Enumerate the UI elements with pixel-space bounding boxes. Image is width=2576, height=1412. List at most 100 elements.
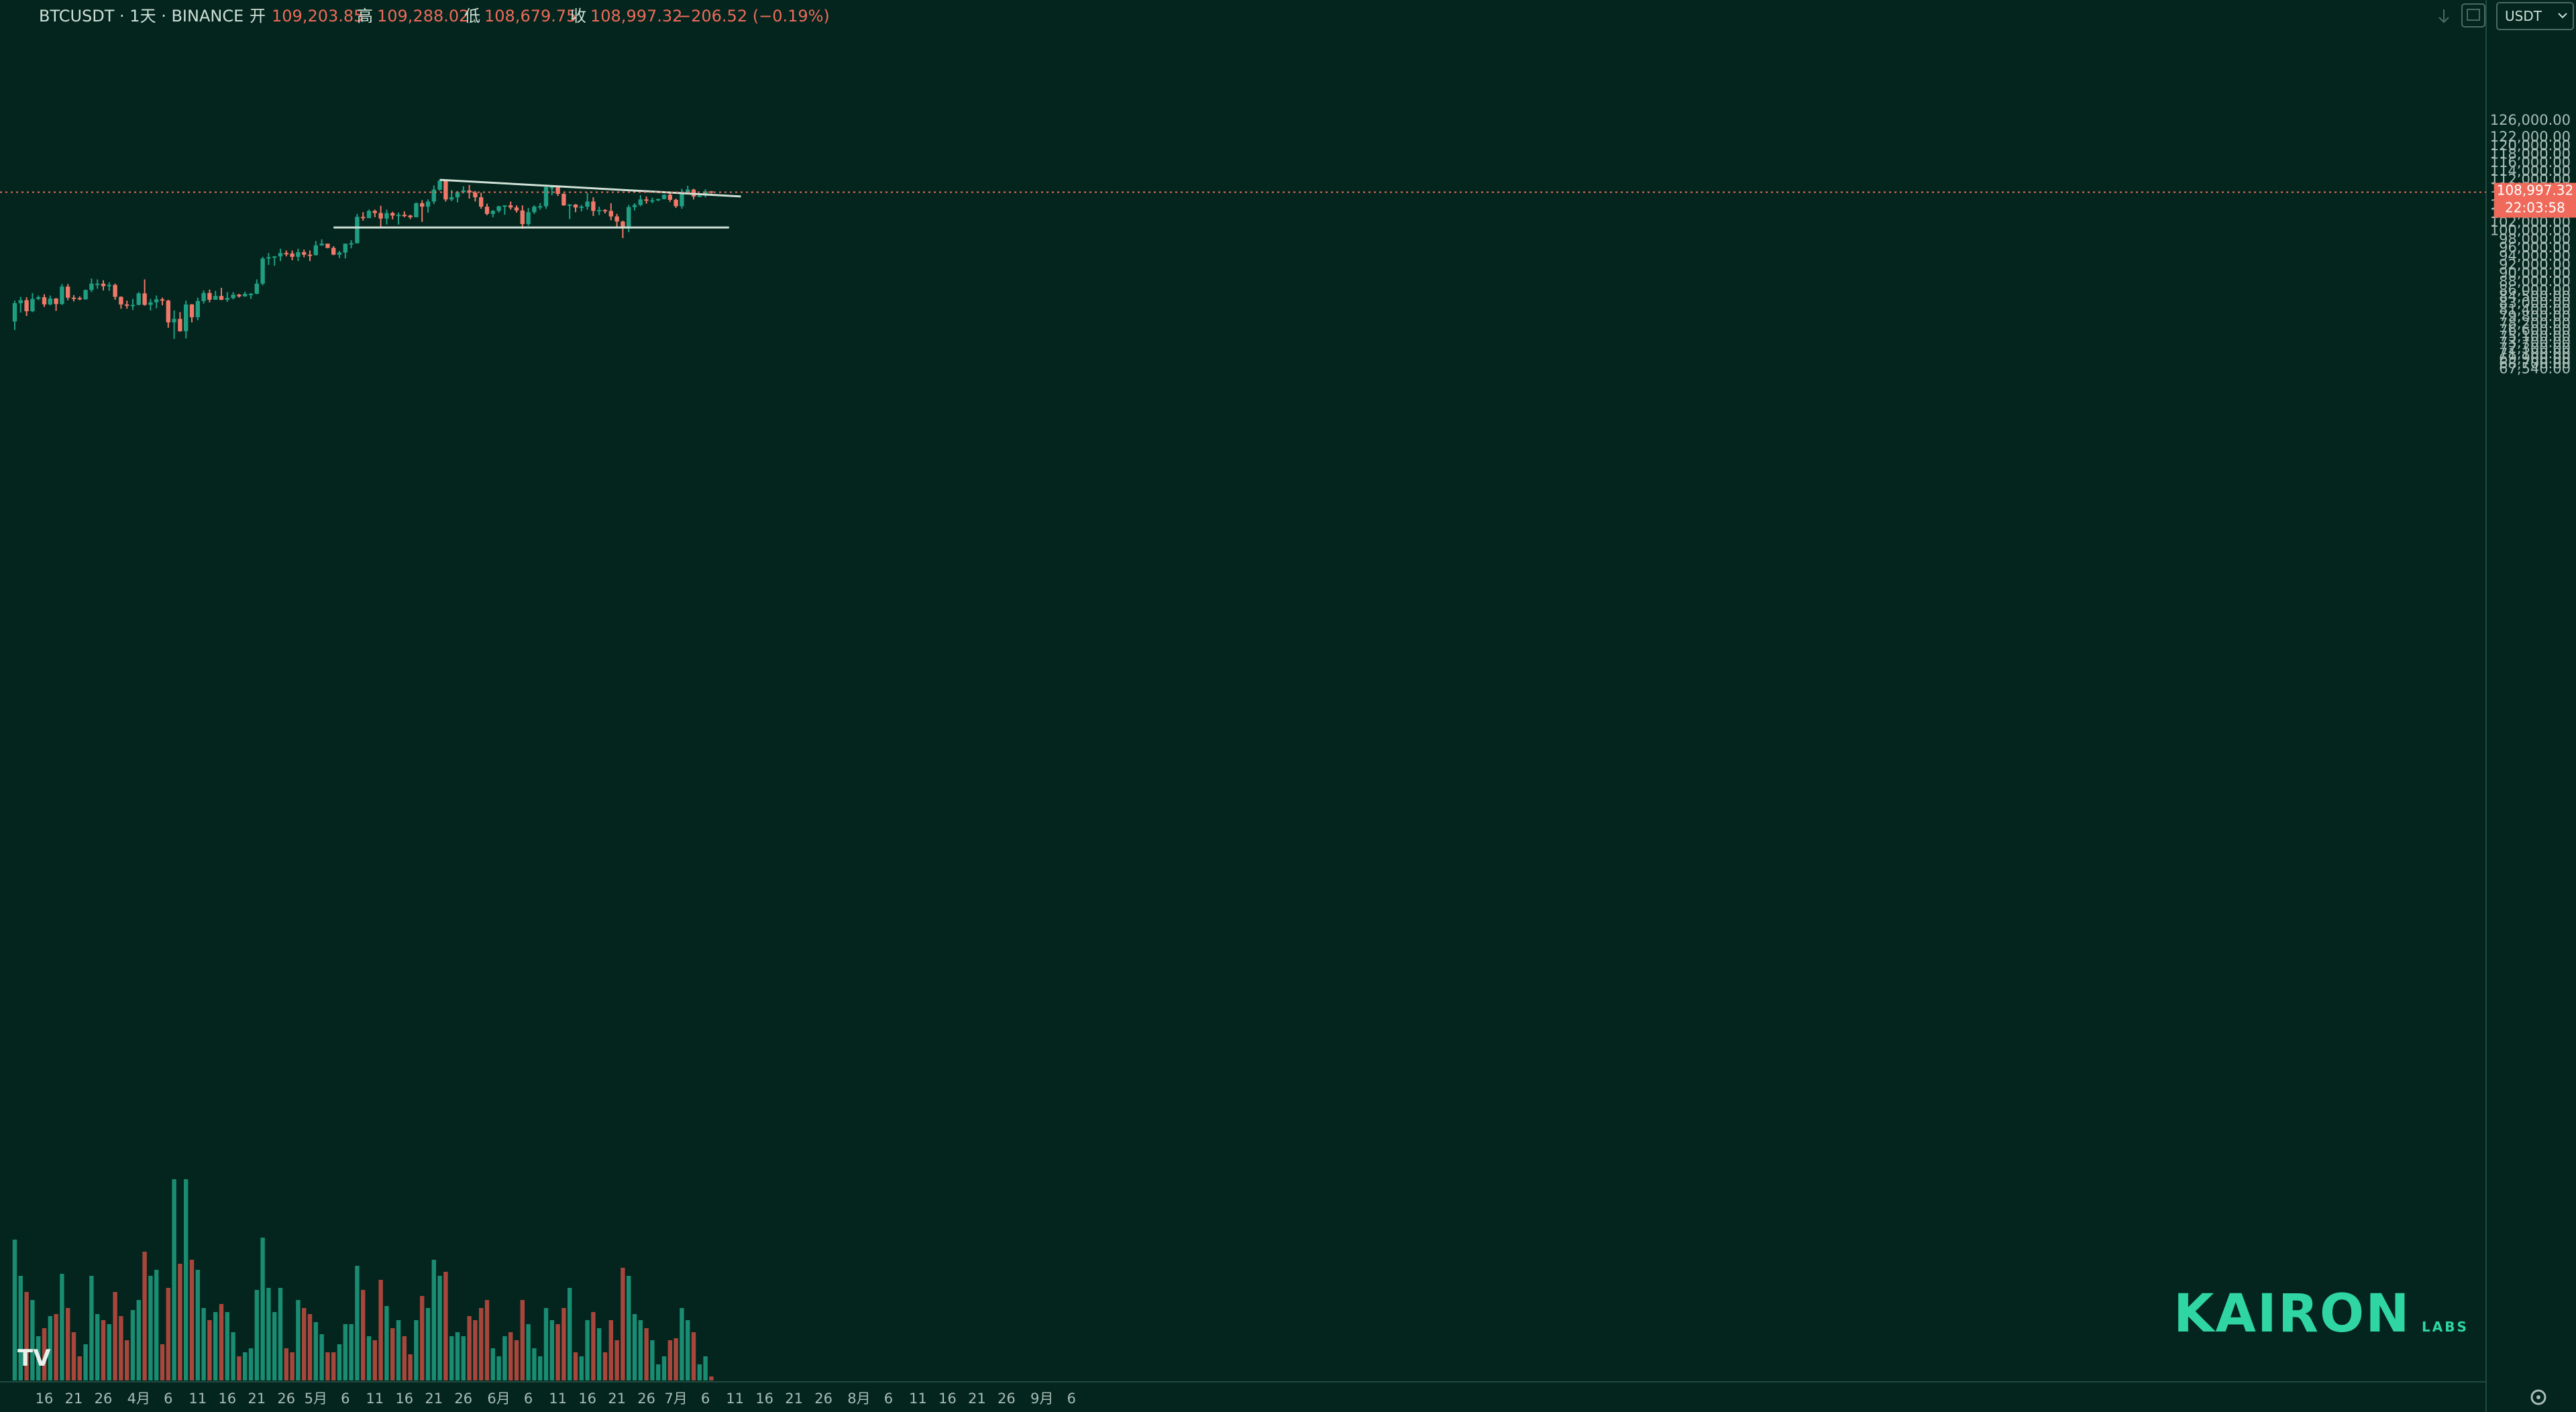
- candle[interactable]: [248, 292, 254, 299]
- candle[interactable]: [396, 212, 401, 225]
- candle[interactable]: [638, 195, 643, 207]
- candle[interactable]: [561, 193, 566, 206]
- candle[interactable]: [479, 193, 484, 209]
- candle[interactable]: [697, 195, 702, 198]
- candle[interactable]: [325, 243, 330, 249]
- candle[interactable]: [119, 296, 123, 309]
- candle[interactable]: [591, 197, 596, 217]
- candle[interactable]: [573, 204, 578, 213]
- candle[interactable]: [148, 298, 153, 311]
- gear-icon[interactable]: [2530, 1389, 2546, 1405]
- candle[interactable]: [213, 290, 218, 300]
- candle[interactable]: [184, 301, 189, 339]
- candle[interactable]: [650, 197, 655, 203]
- candle[interactable]: [390, 211, 395, 220]
- candle[interactable]: [597, 207, 602, 215]
- candle[interactable]: [402, 211, 407, 217]
- candle[interactable]: [83, 289, 88, 300]
- candle[interactable]: [107, 282, 111, 291]
- candle[interactable]: [331, 246, 336, 256]
- layout-icon[interactable]: [2461, 3, 2485, 28]
- candle[interactable]: [278, 248, 283, 262]
- candle[interactable]: [231, 292, 235, 300]
- candle[interactable]: [431, 185, 436, 205]
- candle[interactable]: [496, 205, 501, 213]
- candle[interactable]: [313, 241, 318, 256]
- candle[interactable]: [502, 205, 507, 215]
- candle[interactable]: [656, 199, 661, 201]
- candle[interactable]: [60, 284, 64, 305]
- candle[interactable]: [42, 294, 47, 307]
- candle[interactable]: [160, 297, 165, 306]
- candle[interactable]: [296, 248, 301, 262]
- candle[interactable]: [467, 184, 472, 199]
- candle[interactable]: [602, 209, 608, 214]
- candle[interactable]: [621, 220, 625, 238]
- candle[interactable]: [349, 240, 354, 249]
- trendline-layer[interactable]: [333, 178, 741, 229]
- candle[interactable]: [343, 243, 347, 259]
- candle[interactable]: [195, 297, 200, 321]
- candle[interactable]: [579, 205, 584, 212]
- candle[interactable]: [95, 279, 100, 289]
- candle[interactable]: [514, 205, 519, 213]
- candle[interactable]: [254, 279, 259, 294]
- candle[interactable]: [384, 209, 389, 225]
- candle[interactable]: [378, 205, 383, 228]
- candle[interactable]: [290, 250, 294, 260]
- candle[interactable]: [490, 210, 495, 217]
- candle[interactable]: [178, 312, 182, 332]
- candle[interactable]: [437, 180, 442, 191]
- trendline[interactable]: [439, 178, 741, 198]
- candle[interactable]: [71, 294, 76, 302]
- candle[interactable]: [585, 193, 590, 210]
- candle[interactable]: [703, 189, 708, 198]
- candle[interactable]: [667, 193, 672, 203]
- price-axis[interactable]: 126,000.00122,000.00120,000.00118,000.00…: [2490, 112, 2571, 377]
- candle[interactable]: [538, 203, 543, 210]
- candle[interactable]: [337, 251, 342, 258]
- candle[interactable]: [543, 186, 549, 209]
- candle[interactable]: [101, 280, 106, 290]
- currency-selector[interactable]: USDT: [2496, 2, 2574, 30]
- candle[interactable]: [526, 207, 531, 226]
- candle[interactable]: [520, 205, 525, 229]
- candle[interactable]: [614, 213, 619, 227]
- candle[interactable]: [508, 201, 513, 210]
- candle[interactable]: [189, 304, 195, 323]
- candle[interactable]: [361, 212, 366, 221]
- candle[interactable]: [54, 298, 58, 311]
- candle[interactable]: [484, 203, 490, 215]
- candle[interactable]: [319, 239, 324, 246]
- candle[interactable]: [568, 204, 572, 219]
- candle[interactable]: [18, 296, 23, 313]
- candle[interactable]: [302, 250, 307, 258]
- candle[interactable]: [266, 253, 271, 265]
- candle[interactable]: [473, 191, 478, 202]
- candle[interactable]: [24, 297, 29, 316]
- candle[interactable]: [644, 196, 649, 204]
- candle[interactable]: [89, 278, 94, 292]
- candle[interactable]: [207, 289, 212, 303]
- candle[interactable]: [260, 256, 265, 286]
- candle[interactable]: [532, 205, 537, 214]
- candle[interactable]: [608, 203, 613, 221]
- candle[interactable]: [166, 299, 170, 328]
- candle[interactable]: [12, 301, 17, 330]
- candle[interactable]: [154, 295, 159, 309]
- candle[interactable]: [709, 191, 714, 194]
- candle[interactable]: [225, 292, 229, 303]
- candle[interactable]: [36, 295, 41, 301]
- candle[interactable]: [284, 250, 288, 257]
- candle[interactable]: [30, 292, 35, 313]
- candle[interactable]: [219, 288, 224, 301]
- candle[interactable]: [201, 290, 206, 304]
- candle[interactable]: [414, 202, 419, 217]
- candle[interactable]: [125, 301, 129, 309]
- tradingview-logo[interactable]: TV: [17, 1345, 51, 1372]
- candle[interactable]: [237, 294, 241, 298]
- candle[interactable]: [136, 292, 141, 306]
- candle[interactable]: [555, 186, 560, 197]
- candle[interactable]: [355, 213, 360, 244]
